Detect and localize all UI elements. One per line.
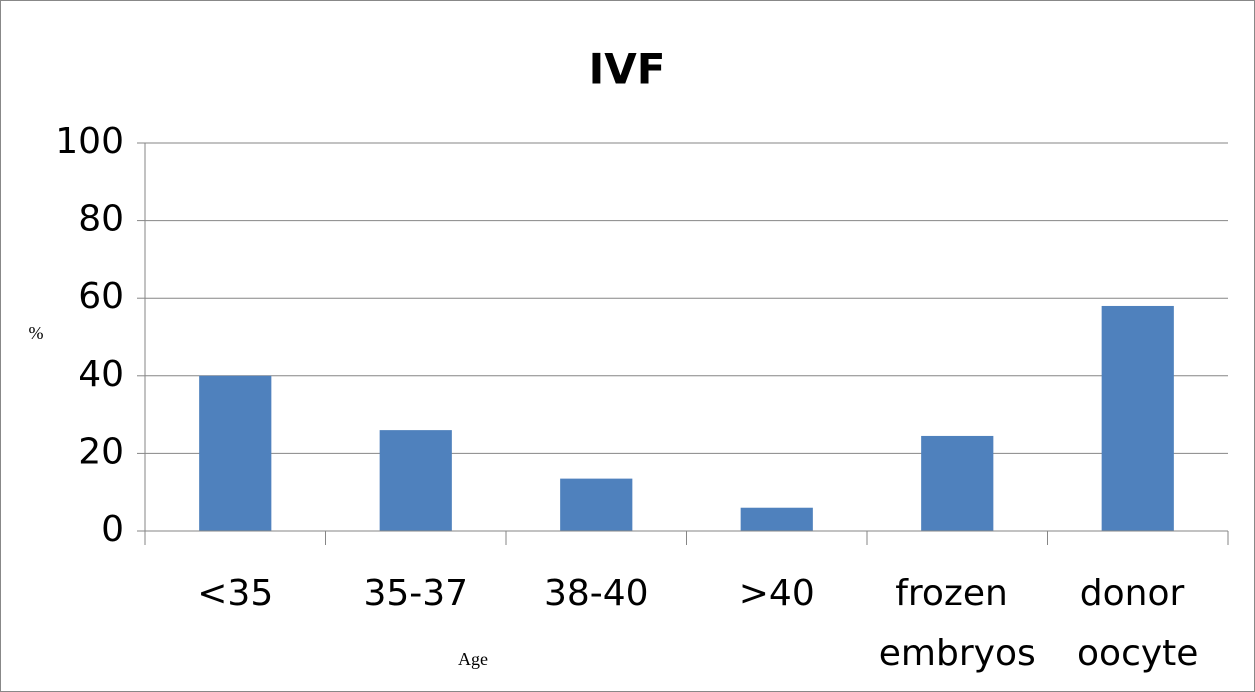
x-tick-label: 38-40 bbox=[544, 573, 649, 614]
x-tick-label: 35-37 bbox=[363, 573, 468, 614]
y-axis-label: % bbox=[29, 323, 44, 343]
y-tick-label: 100 bbox=[55, 121, 124, 162]
bar bbox=[379, 430, 452, 531]
bar bbox=[921, 435, 994, 531]
x-tick-label: <35 bbox=[197, 573, 273, 614]
y-tick-label: 0 bbox=[101, 509, 124, 550]
y-tick-label: 40 bbox=[78, 354, 124, 395]
chart-title: IVF bbox=[589, 45, 666, 94]
y-tick-label: 20 bbox=[78, 431, 124, 472]
x-tick-label: frozen embryos bbox=[879, 573, 1036, 674]
x-tick-label: donor oocyte bbox=[1077, 573, 1198, 674]
y-tick-label: 80 bbox=[78, 199, 124, 240]
bar bbox=[1101, 305, 1174, 531]
y-tick-label: 60 bbox=[78, 276, 124, 317]
bar bbox=[560, 478, 633, 531]
bar bbox=[740, 507, 813, 531]
x-tick-label: >40 bbox=[739, 573, 815, 614]
bar bbox=[199, 375, 272, 531]
x-axis-label: Age bbox=[458, 649, 488, 669]
